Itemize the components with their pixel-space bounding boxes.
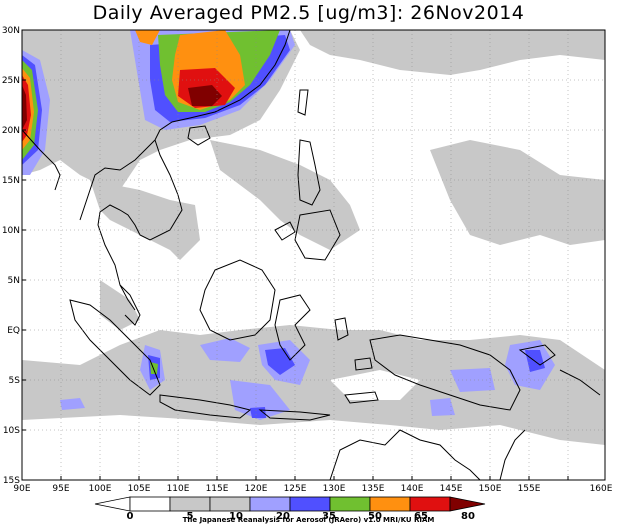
plot-frame xyxy=(21,29,606,481)
colorbar-label: 35 xyxy=(322,511,336,522)
lat-tick-label: 10S xyxy=(3,426,20,436)
grid xyxy=(22,30,605,480)
colorbar-arrow-high xyxy=(449,496,486,512)
colorbar-label: 5 xyxy=(187,511,194,522)
lat-tick-label: 5N xyxy=(8,276,20,286)
colorbar-segment xyxy=(169,496,211,512)
lon-tick-label: 125E xyxy=(284,484,307,494)
colorbar-label: 80 xyxy=(461,511,475,522)
colorbar-segment xyxy=(249,496,291,512)
colorbar-segment xyxy=(329,496,371,512)
colorbar-segment xyxy=(369,496,411,512)
lat-tick-label: 30N xyxy=(2,26,20,36)
lon-tick-label: 140E xyxy=(401,484,424,494)
colorbar-label: 50 xyxy=(368,511,382,522)
colorbar: 0 5 10 20 35 50 65 80 xyxy=(94,496,486,522)
lon-tick-label: 160E xyxy=(590,484,613,494)
lon-tick-label: 115E xyxy=(206,484,229,494)
coastlines xyxy=(22,30,601,480)
lon-tick-label: 135E xyxy=(362,484,385,494)
colorbar-segment xyxy=(409,496,451,512)
lon-tick-label: 90E xyxy=(13,484,30,494)
lon-tick-label: 150E xyxy=(479,484,502,494)
lat-tick-label: EQ xyxy=(7,326,20,336)
lon-tick-label: 110E xyxy=(167,484,190,494)
colorbar-segment xyxy=(289,496,331,512)
lon-tick-label: 130E xyxy=(323,484,346,494)
lon-tick-label: 120E xyxy=(245,484,268,494)
map-title: Daily Averaged PM2.5 [ug/m3]: 26Nov2014 xyxy=(92,2,525,24)
lon-tick-label: 105E xyxy=(128,484,151,494)
lon-tick-label: 95E xyxy=(52,484,69,494)
colorbar-segment xyxy=(129,496,171,512)
lon-tick-label: 145E xyxy=(440,484,463,494)
pm25-level-darkred xyxy=(22,85,222,130)
lon-tick-label: 100E xyxy=(89,484,112,494)
colorbar-arrow-low xyxy=(94,496,131,512)
colorbar-label: 20 xyxy=(276,511,290,522)
lat-tick-label: 5S xyxy=(9,376,21,386)
colorbar-label: 65 xyxy=(414,511,428,522)
credit-text: The Japanese Reanalysis for Aerosol (JRA… xyxy=(182,516,435,524)
lat-tick-label: 15S xyxy=(3,476,20,486)
lon-tick-label: 155E xyxy=(518,484,541,494)
colorbar-label: 0 xyxy=(127,511,134,522)
lat-tick-label: 15N xyxy=(2,176,20,186)
colorbar-label: 10 xyxy=(229,511,243,522)
lat-tick-label: 20N xyxy=(2,126,20,136)
lat-tick-label: 10N xyxy=(2,226,20,236)
lon-labels: 90E 95E 100E 105E 110E 115E 120E 125E 13… xyxy=(13,484,612,494)
colorbar-segment xyxy=(209,496,251,512)
lat-tick-label: 25N xyxy=(2,76,20,86)
lat-labels: 30N 25N 20N 15N 10N 5N EQ 5S 10S 15S xyxy=(2,26,20,486)
